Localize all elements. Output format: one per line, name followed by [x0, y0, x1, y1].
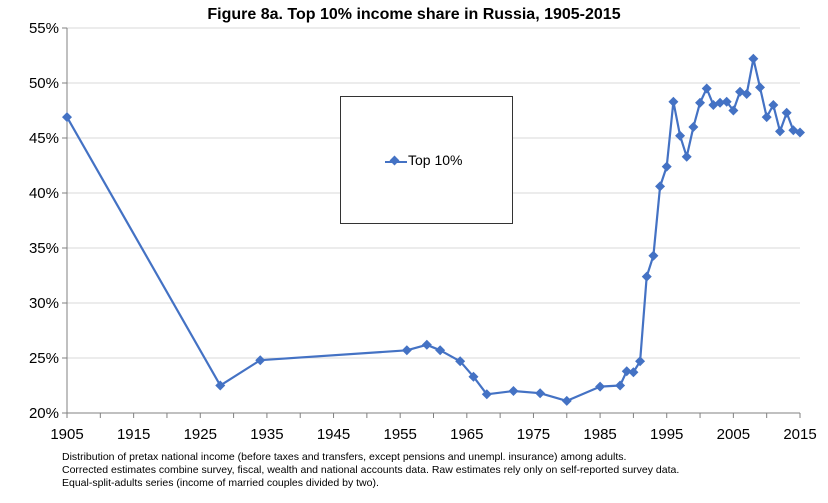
data-point: [755, 82, 766, 93]
data-point: [62, 112, 72, 123]
footnote-3: Equal-split-adults series (income of mar…: [62, 477, 379, 489]
data-point: [615, 380, 626, 391]
data-point: [648, 250, 659, 261]
x-tick-label: 2005: [717, 426, 750, 443]
data-point: [701, 83, 712, 94]
y-tick-labels: 20% 25% 30% 35% 40% 45% 50% 55%: [29, 20, 59, 422]
data-point: [421, 339, 432, 350]
data-point: [255, 355, 266, 366]
series-top-10: [62, 53, 805, 406]
data-point: [655, 181, 666, 192]
y-tick-label: 50%: [29, 75, 59, 92]
x-tick-label: 1935: [250, 426, 283, 443]
data-point: [795, 127, 805, 138]
data-point: [741, 89, 752, 99]
y-tick-label: 40%: [29, 185, 59, 202]
data-point: [761, 112, 772, 123]
data-point: [681, 151, 692, 162]
data-point: [675, 130, 686, 141]
data-point: [748, 53, 759, 64]
x-tick-label: 1985: [583, 426, 616, 443]
data-point: [215, 380, 226, 391]
x-tick-label: 1965: [450, 426, 483, 443]
x-tick-label: 2015: [783, 426, 816, 443]
y-tick-label: 25%: [29, 350, 59, 367]
data-point: [508, 386, 519, 396]
x-tick-label: 1945: [317, 426, 350, 443]
x-tick-label: 1995: [650, 426, 683, 443]
data-point: [728, 105, 739, 116]
data-point: [641, 271, 652, 282]
data-point: [668, 96, 679, 107]
data-point: [781, 107, 792, 118]
data-point: [481, 389, 492, 400]
legend-label-top-10: Top 10%: [408, 152, 463, 168]
x-tick-label: 1915: [117, 426, 150, 443]
data-point: [715, 97, 726, 108]
axes: [62, 27, 801, 418]
data-point: [468, 371, 479, 382]
legend-diamond-marker: [389, 155, 400, 166]
x-tick-label: 1955: [383, 426, 416, 443]
data-point: [661, 161, 672, 172]
y-tick-label: 20%: [29, 405, 59, 422]
data-point: [695, 97, 706, 108]
x-tick-label: 1905: [50, 426, 83, 443]
data-point: [595, 381, 606, 392]
footnote-1: Distribution of pretax national income (…: [62, 451, 627, 463]
data-point: [721, 96, 732, 107]
data-point: [688, 122, 699, 132]
data-point: [535, 388, 546, 399]
data-point: [775, 126, 786, 137]
y-tick-label: 35%: [29, 240, 59, 257]
data-point: [401, 345, 412, 356]
x-tick-labels: 1905 1915 1925 1935 1945 1955 1965 1975 1985 1995…: [50, 426, 816, 443]
y-tick-label: 45%: [29, 130, 59, 147]
data-point: [621, 366, 632, 377]
y-tick-label: 55%: [29, 20, 59, 37]
chart-title: Figure 8a. Top 10% income share in Russi…: [207, 6, 621, 23]
data-point: [628, 367, 639, 378]
legend: Top 10%: [340, 96, 513, 224]
data-point: [435, 345, 446, 356]
x-tick-label: 1925: [184, 426, 217, 443]
data-point: [635, 356, 646, 367]
y-tick-label: 30%: [29, 295, 59, 312]
footnote-2: Corrected estimates combine survey, fisc…: [62, 464, 680, 476]
data-point: [768, 100, 779, 110]
x-tick-label: 1975: [517, 426, 550, 443]
data-point: [561, 395, 572, 406]
data-point: [455, 356, 466, 367]
